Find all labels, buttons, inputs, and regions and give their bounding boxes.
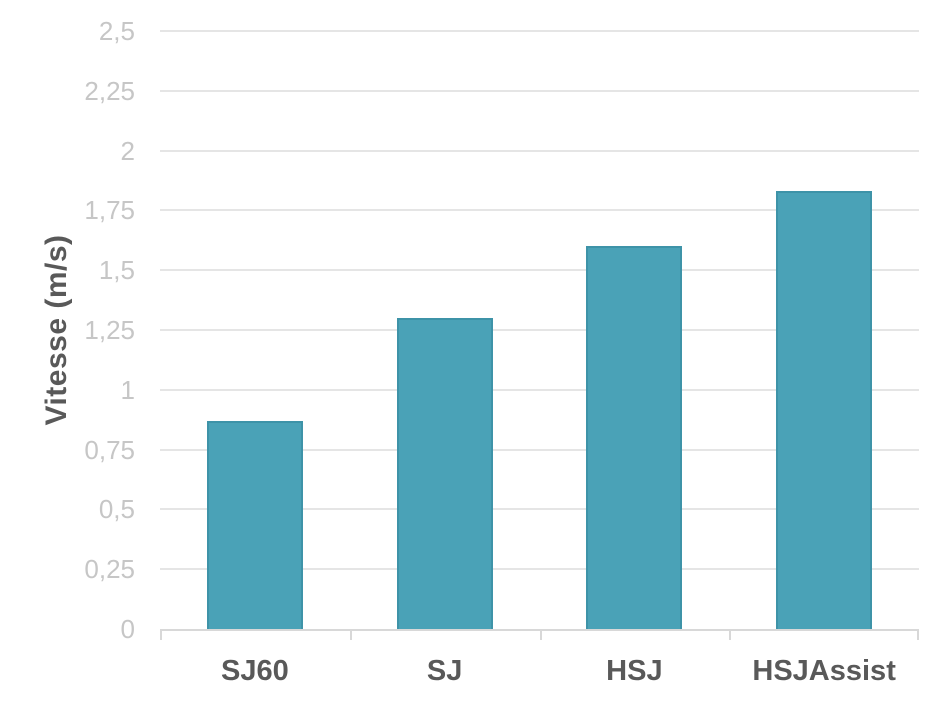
x-category-label-hsj: HSJ bbox=[606, 655, 663, 687]
y-tick-label-0,75: 0,75 bbox=[84, 434, 135, 465]
x-axis-tick bbox=[349, 629, 352, 640]
y-tick-labels: 0 0,25 0,5 0,75 1 1,25 1,5 1,75 2 2,25 2,5 bbox=[0, 16, 135, 644]
gridline-1,5 bbox=[160, 269, 919, 272]
x-category-label-sj60: SJ60 bbox=[221, 655, 289, 687]
bar-sj60 bbox=[206, 421, 303, 629]
gridline-1,25 bbox=[160, 329, 919, 331]
y-tick-label-0,5: 0,5 bbox=[98, 494, 135, 525]
bar-sj bbox=[396, 318, 493, 629]
bar-hsjassist bbox=[776, 191, 873, 629]
gridline-2,5 bbox=[160, 30, 919, 32]
x-axis-tick bbox=[539, 629, 542, 640]
x-axis-tick bbox=[729, 629, 732, 640]
gridline-0,5 bbox=[160, 508, 919, 511]
gridline-0,75 bbox=[160, 448, 919, 451]
y-tick-label-1,5: 1,5 bbox=[98, 255, 135, 286]
gridline-2,25 bbox=[160, 89, 919, 92]
x-axis-tick bbox=[160, 629, 162, 640]
y-tick-label-1,25: 1,25 bbox=[84, 315, 135, 345]
bar-hsj bbox=[586, 246, 683, 629]
y-tick-label-1,75: 1,75 bbox=[84, 195, 135, 226]
gridline-1 bbox=[160, 388, 919, 391]
x-category-label-hsjassist: HSJAssist bbox=[752, 655, 896, 687]
y-tick-label-0,25: 0,25 bbox=[84, 554, 135, 585]
x-category-label-sj: SJ bbox=[426, 655, 463, 687]
y-tick-label-2: 2 bbox=[120, 135, 135, 166]
gridline-1,75 bbox=[160, 209, 919, 212]
y-tick-label-2,25: 2,25 bbox=[84, 75, 135, 106]
plot-area bbox=[160, 30, 919, 640]
gridline-0,25 bbox=[160, 568, 919, 571]
y-tick-label-2,5: 2,5 bbox=[98, 16, 135, 46]
x-category-labels: SJ60 SJ HSJ HSJAssist bbox=[160, 651, 919, 696]
x-axis-tick bbox=[917, 629, 919, 640]
y-tick-label-1: 1 bbox=[120, 374, 135, 405]
gridline-2 bbox=[160, 149, 919, 152]
y-tick-label-0: 0 bbox=[120, 614, 135, 644]
